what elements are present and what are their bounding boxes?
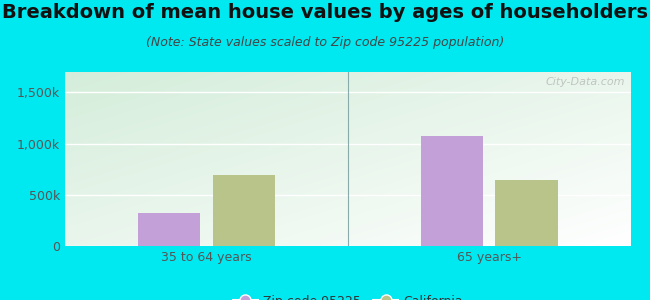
Legend: Zip code 95225, California: Zip code 95225, California bbox=[227, 290, 468, 300]
Bar bbox=[495, 180, 558, 246]
Bar bbox=[421, 136, 483, 246]
Text: City-Data.com: City-Data.com bbox=[545, 77, 625, 87]
Text: Breakdown of mean house values by ages of householders: Breakdown of mean house values by ages o… bbox=[2, 3, 648, 22]
Bar bbox=[138, 213, 200, 246]
Text: (Note: State values scaled to Zip code 95225 population): (Note: State values scaled to Zip code 9… bbox=[146, 36, 504, 49]
Bar bbox=[213, 175, 275, 246]
